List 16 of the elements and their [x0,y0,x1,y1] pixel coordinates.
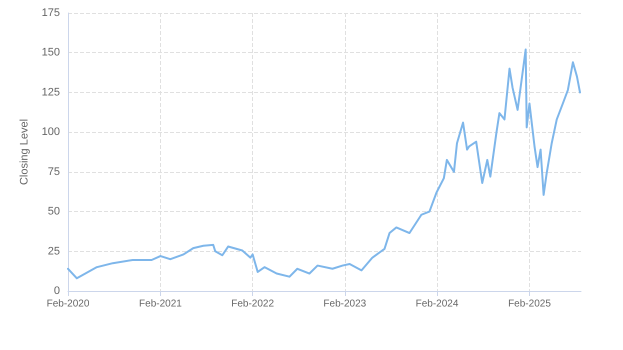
y-tick-label: 100 [42,126,60,138]
y-tick-label: 75 [48,166,60,178]
y-axis-title: Closing Level [18,118,30,186]
y-tick-label: 125 [42,86,60,98]
x-tick-label: Feb-2022 [231,298,274,310]
x-tick-label: Feb-2020 [46,298,90,310]
y-tick-label: 0 [54,285,60,297]
x-tick-label: Feb-2025 [508,298,552,310]
y-tick-label: 175 [42,7,60,19]
x-tick-label: Feb-2024 [416,298,459,310]
x-tick-label: Feb-2021 [139,298,182,310]
y-tick-label: 25 [48,245,60,258]
y-tick-label: 50 [48,206,60,218]
x-tick-label: Feb-2023 [323,298,367,310]
y-tick-label: 150 [42,46,60,59]
line-series [67,48,581,280]
